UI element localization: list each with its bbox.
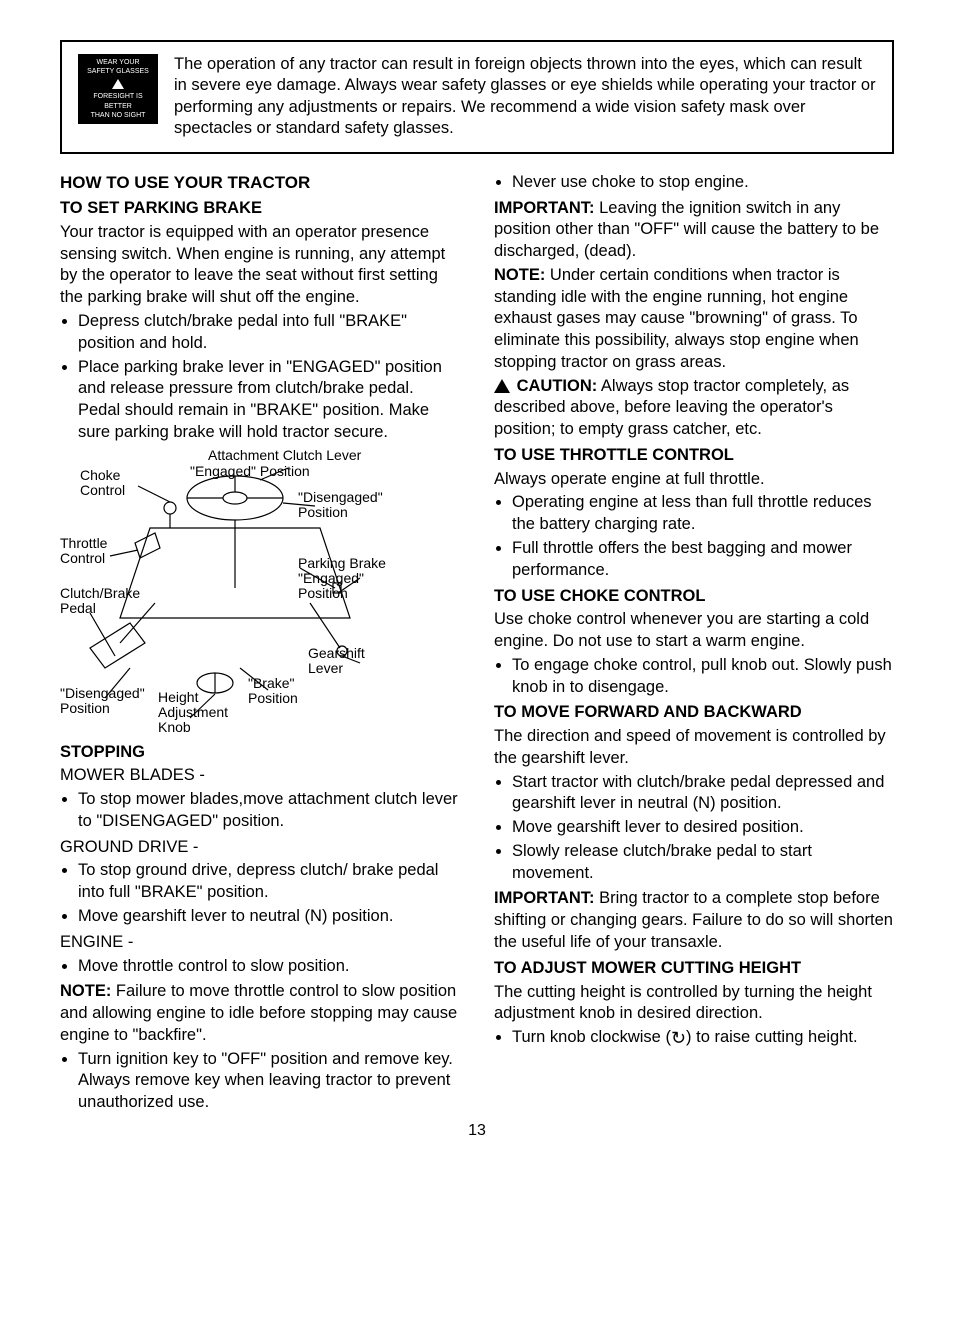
safety-warning-text: The operation of any tractor can result … [174, 54, 876, 140]
label-throttle: Throttle Control [60, 536, 120, 567]
mower-blades-list: To stop mower blades,move attachment clu… [60, 789, 460, 833]
height-list: Turn knob clockwise (↻) to raise cutting… [494, 1027, 894, 1051]
important-ignition: IMPORTANT: Leaving the ignition switch i… [494, 198, 894, 263]
caution-triangle-icon [494, 379, 510, 393]
choke-list: To engage choke control, pull knob out. … [494, 655, 894, 699]
height-text-pre: Turn knob clockwise ( [512, 1028, 671, 1046]
label-disengaged: "Disengaged" Position [298, 490, 408, 521]
height-intro: The cutting height is controlled by turn… [494, 982, 894, 1026]
important-transaxle: IMPORTANT: Bring tractor to a complete s… [494, 888, 894, 953]
label-parking-brake: Parking Brake "Engaged" Position [298, 556, 408, 602]
label-brake-pos: "Brake" Position [248, 676, 318, 707]
caution-stop: CAUTION: Always stop tractor completely,… [494, 376, 894, 441]
page-number: 13 [60, 1122, 894, 1140]
choke-stop-list: Never use choke to stop engine. [494, 172, 894, 194]
heading-how-to-use: HOW TO USE YOUR TRACTOR [60, 172, 460, 194]
heading-stopping: STOPPING [60, 742, 460, 764]
note-label-2: NOTE: [494, 266, 545, 284]
label-disengaged-pos: "Disengaged" Position [60, 686, 155, 717]
heading-choke: TO USE CHOKE CONTROL [494, 586, 894, 608]
engine-list-1: Move throttle control to slow position. [60, 956, 460, 978]
parking-brake-item-2: Place parking brake lever in "ENGAGED" p… [78, 357, 460, 444]
icon-text-1: WEAR YOUR [96, 58, 139, 67]
move-item-2: Move gearshift lever to desired position… [512, 817, 894, 839]
parking-brake-item-1: Depress clutch/brake pedal into full "BR… [78, 311, 460, 355]
ground-drive-item-2: Move gearshift lever to neutral (N) posi… [78, 906, 460, 928]
parking-brake-intro: Your tractor is equipped with an operato… [60, 222, 460, 309]
engine-item-1: Move throttle control to slow position. [78, 956, 460, 978]
move-intro: The direction and speed of movement is c… [494, 726, 894, 770]
safety-warning-box: WEAR YOUR SAFETY GLASSES FORESIGHT IS BE… [60, 40, 894, 154]
choke-intro: Use choke control whenever you are start… [494, 609, 894, 653]
throttle-intro: Always operate engine at full throttle. [494, 469, 894, 491]
icon-text-3: FORESIGHT IS BETTER [82, 92, 154, 110]
choke-stop-item: Never use choke to stop engine. [512, 172, 894, 194]
safety-glasses-icon: WEAR YOUR SAFETY GLASSES FORESIGHT IS BE… [78, 54, 158, 124]
label-clutch-brake: Clutch/Brake Pedal [60, 586, 150, 617]
move-item-1: Start tractor with clutch/brake pedal de… [512, 772, 894, 816]
ground-drive-item-1: To stop ground drive, depress clutch/ br… [78, 860, 460, 904]
throttle-item-2: Full throttle offers the best bagging an… [512, 538, 894, 582]
note-label: NOTE: [60, 982, 111, 1000]
throttle-list: Operating engine at less than full throt… [494, 492, 894, 581]
move-item-3: Slowly release clutch/brake pedal to sta… [512, 841, 894, 885]
label-engaged-pos: "Engaged" Position [190, 464, 310, 479]
tractor-controls-diagram: Attachment Clutch Lever "Engaged" Positi… [60, 448, 460, 738]
note-text-1: Under certain conditions when tractor is… [494, 266, 859, 371]
icon-text-2: SAFETY GLASSES [87, 67, 149, 76]
throttle-item-1: Operating engine at less than full throt… [512, 492, 894, 536]
left-column: HOW TO USE YOUR TRACTOR TO SET PARKING B… [60, 172, 460, 1118]
important-label-2: IMPORTANT: [494, 889, 595, 907]
heading-parking-brake: TO SET PARKING BRAKE [60, 198, 460, 220]
manual-page: WEAR YOUR SAFETY GLASSES FORESIGHT IS BE… [0, 0, 954, 1200]
label-attachment-clutch: Attachment Clutch Lever [208, 448, 361, 463]
important-label-1: IMPORTANT: [494, 199, 595, 217]
mower-blades-heading: MOWER BLADES - [60, 765, 460, 787]
right-column: Never use choke to stop engine. IMPORTAN… [494, 172, 894, 1118]
label-height-knob: Height Adjustment Knob [158, 690, 248, 736]
ground-drive-list: To stop ground drive, depress clutch/ br… [60, 860, 460, 927]
engine-heading: ENGINE - [60, 932, 460, 954]
engine-item-2: Turn ignition key to "OFF" position and … [78, 1049, 460, 1114]
note-browning: NOTE: Under certain conditions when trac… [494, 265, 894, 374]
heading-move: TO MOVE FORWARD AND BACKWARD [494, 702, 894, 724]
height-item-1: Turn knob clockwise (↻) to raise cutting… [512, 1027, 894, 1051]
label-gearshift: Gearshift Lever [308, 646, 388, 677]
heading-throttle: TO USE THROTTLE CONTROL [494, 445, 894, 467]
warning-triangle-icon [112, 79, 124, 89]
choke-item-1: To engage choke control, pull knob out. … [512, 655, 894, 699]
parking-brake-list: Depress clutch/brake pedal into full "BR… [60, 311, 460, 444]
engine-note: NOTE: Failure to move throttle control t… [60, 981, 460, 1046]
move-list: Start tractor with clutch/brake pedal de… [494, 772, 894, 885]
engine-note-text: Failure to move throttle control to slow… [60, 982, 457, 1044]
heading-height: TO ADJUST MOWER CUTTING HEIGHT [494, 958, 894, 980]
clockwise-arrow-icon: ↻ [671, 1027, 686, 1051]
ground-drive-heading: GROUND DRIVE - [60, 837, 460, 859]
content-columns: HOW TO USE YOUR TRACTOR TO SET PARKING B… [60, 172, 894, 1118]
caution-label: CAUTION: [517, 377, 598, 395]
mower-blades-item-1: To stop mower blades,move attachment clu… [78, 789, 460, 833]
label-choke: Choke Control [80, 468, 140, 499]
icon-text-4: THAN NO SIGHT [91, 111, 146, 120]
engine-list-2: Turn ignition key to "OFF" position and … [60, 1049, 460, 1114]
height-text-post: ) to raise cutting height. [686, 1028, 858, 1046]
